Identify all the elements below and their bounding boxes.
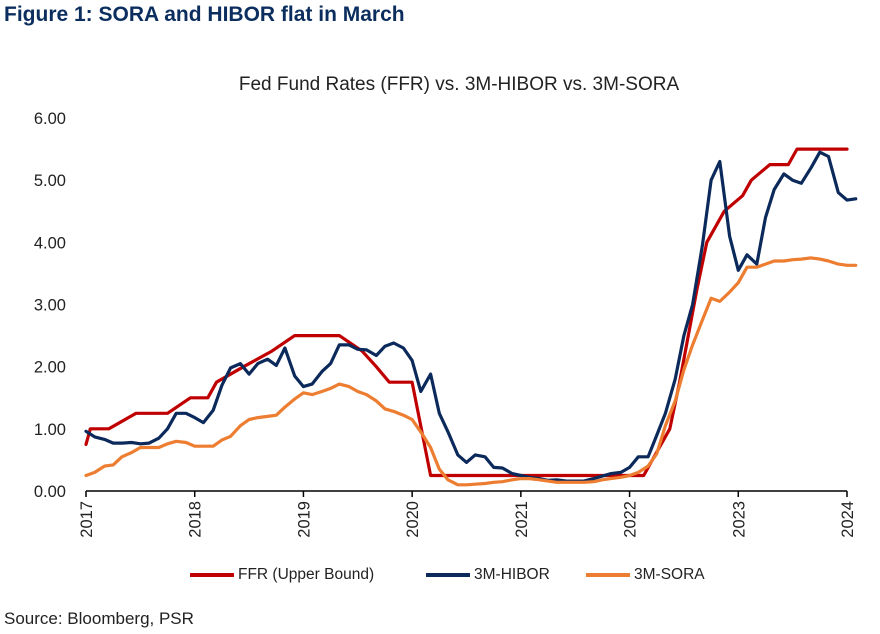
legend-item-ffr: FFR (Upper Bound)	[190, 563, 374, 587]
legend-item-sora: 3M-SORA	[586, 563, 705, 587]
legend-item-hibor: 3M-HIBOR	[426, 563, 550, 587]
y-tick-label: 0.00	[34, 483, 66, 501]
x-tick-label: 2023	[730, 501, 748, 538]
y-axis: 0.00 1.00 2.00 3.00 4.00 5.00 6.00	[34, 110, 66, 501]
legend-label-sora: 3M-SORA	[634, 566, 705, 583]
y-tick-label: 6.00	[34, 110, 66, 128]
series-line-ffr	[84, 147, 849, 478]
x-tick-label: 2017	[78, 501, 96, 538]
x-tick-label: 2018	[187, 501, 205, 538]
x-axis: 2017 2018 2019 2020 2021 2022 2023 2024	[78, 490, 857, 538]
series-line-hibor	[84, 150, 858, 483]
series-lines	[84, 147, 858, 487]
x-tick-label: 2021	[513, 501, 531, 538]
legend: FFR (Upper Bound) 3M-HIBOR 3M-SORA	[0, 563, 880, 587]
y-tick-label: 3.00	[34, 297, 66, 315]
legend-swatch-sora	[586, 573, 630, 577]
y-tick-label: 4.00	[34, 234, 66, 252]
x-tick-label: 2022	[622, 501, 640, 538]
legend-label-hibor: 3M-HIBOR	[474, 566, 550, 583]
legend-swatch-hibor	[426, 573, 470, 577]
legend-swatch-ffr	[190, 573, 234, 577]
chart-title: Fed Fund Rates (FFR) vs. 3M-HIBOR vs. 3M…	[238, 74, 680, 95]
x-tick-label: 2024	[839, 501, 857, 538]
y-tick-label: 1.00	[34, 421, 66, 439]
source-note: Source: Bloomberg, PSR	[4, 609, 194, 628]
legend-label-ffr: FFR (Upper Bound)	[238, 566, 375, 583]
x-tick-label: 2019	[295, 501, 313, 538]
y-tick-label: 5.00	[34, 172, 66, 190]
y-tick-label: 2.00	[34, 359, 66, 377]
figure-title: Figure 1: SORA and HIBOR flat in March	[4, 3, 405, 26]
x-tick-label: 2020	[404, 501, 422, 538]
series-line-sora	[84, 256, 858, 487]
